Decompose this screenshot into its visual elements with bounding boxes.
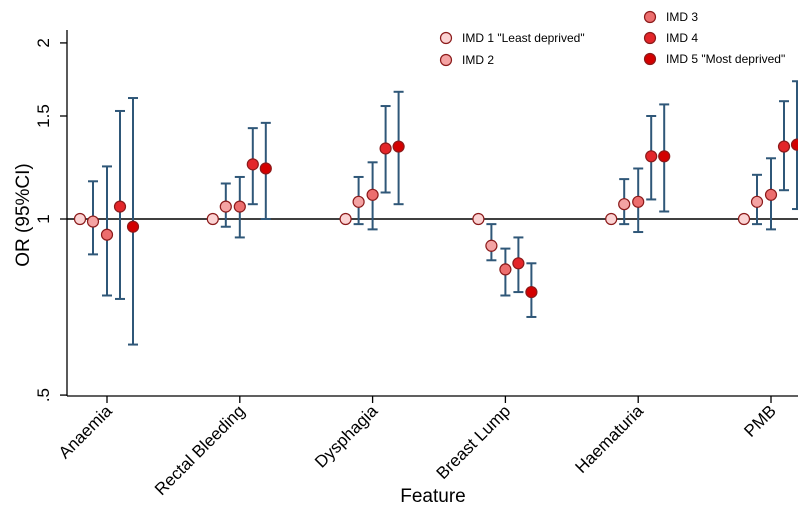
data-point <box>485 239 498 252</box>
data-point <box>472 212 485 226</box>
legend-marker <box>643 31 657 45</box>
legend-marker <box>643 52 657 66</box>
data-point <box>512 257 525 270</box>
legend-marker <box>439 53 453 67</box>
data-point <box>366 188 379 201</box>
data-point <box>113 200 127 213</box>
x-tick-label: Breast Lump <box>433 401 515 483</box>
legend-item: IMD 5 "Most deprived" <box>643 52 785 66</box>
y-tick-label: 1 <box>34 214 53 223</box>
plot-marks <box>73 80 798 346</box>
x-tick-label: Dysphagia <box>311 401 382 472</box>
data-point <box>392 140 405 153</box>
data-point <box>352 195 365 208</box>
legend-item: IMD 4 <box>643 31 698 45</box>
data-point <box>100 228 114 241</box>
data-point <box>737 212 751 226</box>
legend: IMD 1 "Least deprived" IMD 2 IMD 3 IMD 4 IMD… <box>439 10 785 67</box>
data-point <box>658 150 671 163</box>
legend-item: IMD 3 <box>643 10 698 24</box>
data-point <box>233 200 246 213</box>
data-point <box>126 220 140 233</box>
data-point <box>525 285 538 299</box>
x-axis: Anaemia Rectal Bleeding Dysphagia Breast Lu… <box>55 395 798 499</box>
y-axis-title: OR (95%CI) <box>13 163 34 266</box>
data-point <box>86 215 100 228</box>
legend-label: IMD 2 <box>462 53 494 67</box>
data-point <box>73 212 87 226</box>
legend-item: IMD 1 "Least deprived" <box>439 31 585 45</box>
y-tick-label: .5 <box>34 388 53 402</box>
data-point <box>339 212 352 226</box>
x-tick-label: Rectal Bleeding <box>151 401 249 499</box>
x-tick-label: PMB <box>740 401 779 440</box>
data-point <box>632 195 645 208</box>
data-point <box>605 212 618 226</box>
data-point <box>246 158 259 171</box>
y-axis: .5 1 1.5 2 <box>34 30 68 402</box>
data-point <box>750 195 764 208</box>
x-axis-title: Feature <box>400 486 465 507</box>
data-point <box>206 212 219 226</box>
data-point <box>259 162 272 175</box>
data-point <box>790 138 798 151</box>
data-point <box>764 188 778 201</box>
data-point <box>777 140 791 153</box>
y-tick-label: 2 <box>34 38 53 47</box>
legend-marker <box>439 31 453 45</box>
x-tick-label: Haematuria <box>571 401 647 477</box>
data-point <box>618 198 631 211</box>
legend-label: IMD 5 "Most deprived" <box>666 52 785 66</box>
legend-label: IMD 4 <box>666 31 698 45</box>
legend-label: IMD 3 <box>666 10 698 24</box>
legend-item: IMD 2 <box>439 53 494 67</box>
data-point <box>645 150 658 163</box>
legend-marker <box>643 10 657 24</box>
data-point <box>379 142 392 155</box>
y-tick-label: 1.5 <box>34 104 53 128</box>
data-point <box>219 200 232 213</box>
legend-label: IMD 1 "Least deprived" <box>462 31 585 45</box>
data-point <box>499 263 512 276</box>
x-tick-label: Anaemia <box>55 401 116 462</box>
